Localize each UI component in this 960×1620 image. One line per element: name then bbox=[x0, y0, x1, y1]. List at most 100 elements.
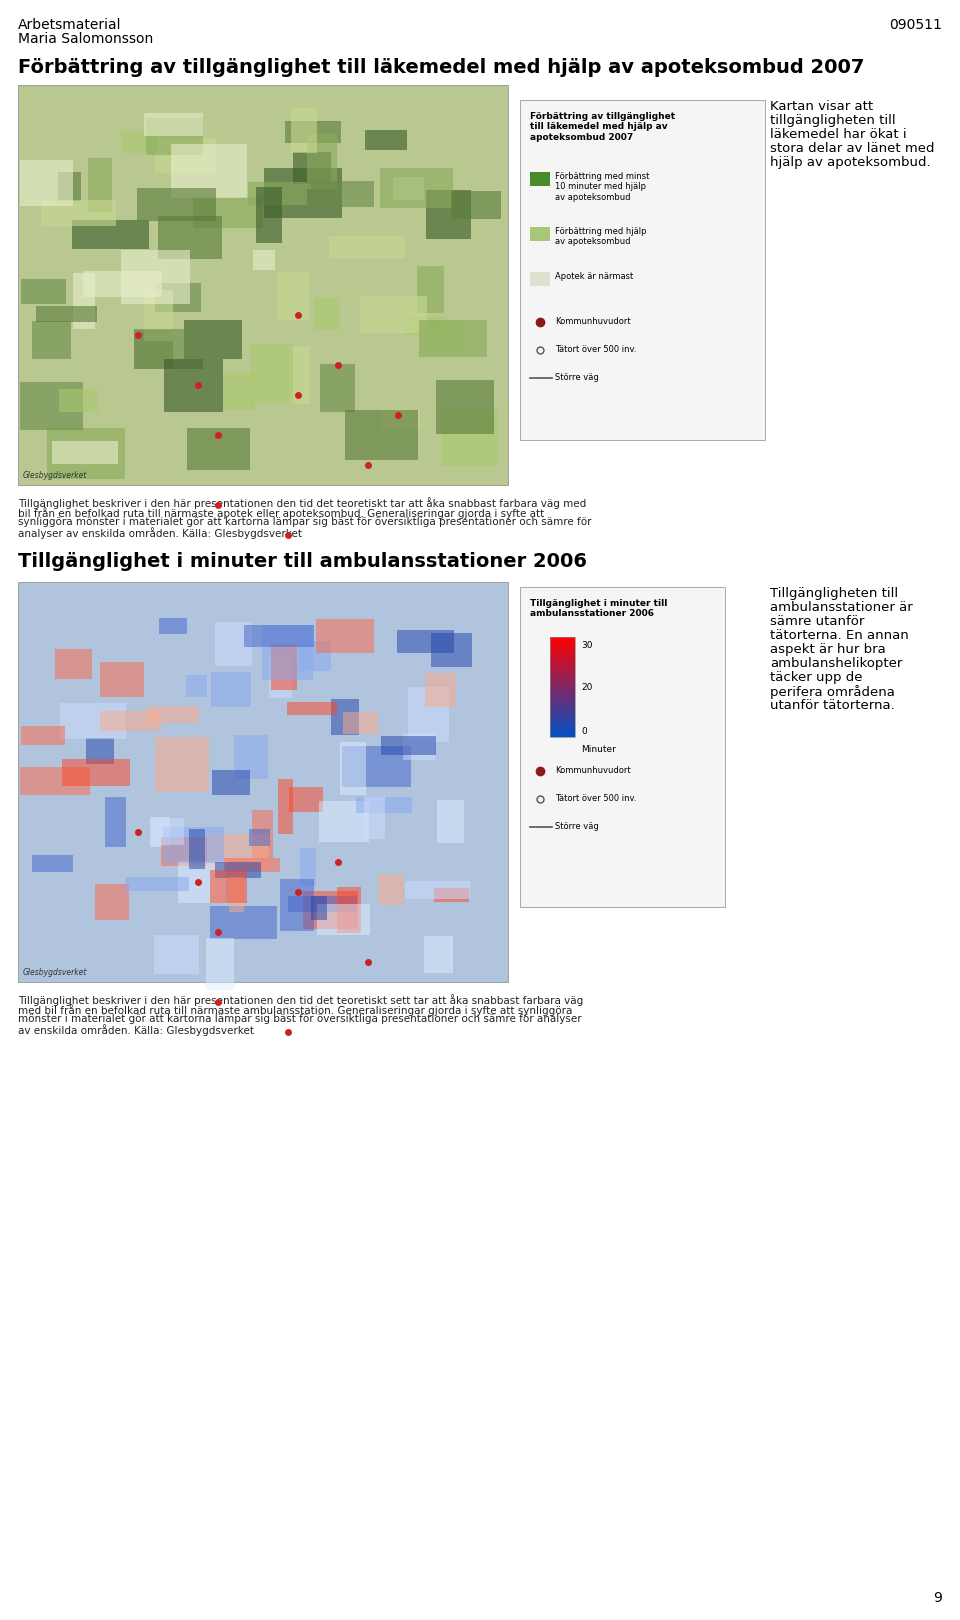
Bar bbox=[249, 181, 307, 204]
Text: ambulanshelikopter: ambulanshelikopter bbox=[770, 658, 902, 671]
Text: stora delar av länet med: stora delar av länet med bbox=[770, 143, 934, 156]
Bar bbox=[420, 319, 487, 356]
Bar bbox=[425, 672, 457, 706]
Bar bbox=[530, 272, 550, 287]
Text: bil från en befolkad ruta till närmaste apotek eller apoteksombud. Generaliserin: bil från en befolkad ruta till närmaste … bbox=[18, 507, 544, 518]
Bar bbox=[33, 855, 74, 873]
Text: med bil från en befolkad ruta till närmaste ambulansstation. Generaliseringar gj: med bil från en befolkad ruta till närma… bbox=[18, 1004, 572, 1016]
Bar bbox=[18, 84, 508, 484]
Text: 9: 9 bbox=[933, 1591, 942, 1605]
Text: Större väg: Större väg bbox=[555, 821, 599, 831]
Text: 0: 0 bbox=[581, 727, 587, 737]
Bar bbox=[52, 441, 118, 465]
Bar bbox=[329, 237, 405, 258]
Bar bbox=[154, 818, 183, 846]
Text: Större väg: Större väg bbox=[555, 373, 599, 382]
Bar bbox=[381, 410, 420, 429]
Text: mönster i materialet gör att kartorna lämpar sig bäst för översiktliga presentat: mönster i materialet gör att kartorna lä… bbox=[18, 1014, 582, 1024]
Bar bbox=[405, 881, 469, 899]
Bar bbox=[342, 745, 411, 787]
Bar bbox=[215, 862, 261, 878]
Bar bbox=[134, 329, 204, 369]
Bar bbox=[262, 625, 313, 679]
Bar bbox=[252, 343, 293, 403]
Text: Apotek är närmast: Apotek är närmast bbox=[555, 272, 634, 280]
Bar bbox=[224, 859, 279, 872]
Text: Tillgänglighet i minuter till
ambulansstationer 2006: Tillgänglighet i minuter till ambulansst… bbox=[530, 599, 667, 619]
Bar bbox=[20, 160, 73, 206]
Bar bbox=[434, 888, 469, 902]
Bar bbox=[224, 373, 255, 410]
Bar bbox=[393, 177, 423, 201]
Bar bbox=[402, 732, 435, 760]
Bar bbox=[249, 829, 270, 846]
Bar bbox=[288, 896, 357, 912]
Bar bbox=[150, 816, 170, 847]
Bar bbox=[172, 144, 247, 198]
Bar bbox=[408, 687, 449, 742]
Text: hjälp av apoteksombud.: hjälp av apoteksombud. bbox=[770, 156, 930, 168]
Text: Tillgänglighet beskriver i den här presentationen den tid det teoretiskt sett ta: Tillgänglighet beskriver i den här prese… bbox=[18, 995, 584, 1006]
Text: utanför tätorterna.: utanför tätorterna. bbox=[770, 698, 895, 713]
Bar bbox=[186, 676, 207, 697]
Bar bbox=[20, 382, 83, 429]
Bar bbox=[303, 891, 358, 930]
Bar bbox=[228, 876, 244, 912]
Bar bbox=[426, 190, 471, 238]
Bar bbox=[144, 113, 204, 136]
Bar bbox=[18, 582, 508, 982]
Text: läkemedel har ökat i: läkemedel har ökat i bbox=[770, 128, 906, 141]
Bar bbox=[215, 622, 252, 666]
Bar bbox=[121, 249, 190, 305]
Bar bbox=[269, 656, 292, 698]
Bar bbox=[331, 700, 359, 735]
Bar bbox=[271, 643, 297, 690]
Bar bbox=[314, 298, 340, 330]
Bar bbox=[451, 191, 501, 219]
Text: aspekt är hur bra: aspekt är hur bra bbox=[770, 643, 886, 656]
Bar bbox=[343, 711, 378, 734]
Text: Maria Salomonsson: Maria Salomonsson bbox=[18, 32, 154, 45]
Bar bbox=[252, 810, 274, 859]
Text: Förbättring med minst
10 minuter med hjälp
av apoteksombud: Förbättring med minst 10 minuter med hjä… bbox=[555, 172, 649, 202]
Bar bbox=[125, 876, 189, 891]
Bar bbox=[144, 290, 173, 340]
Bar bbox=[299, 642, 331, 671]
Text: täcker upp de: täcker upp de bbox=[770, 671, 862, 684]
Bar bbox=[278, 779, 294, 834]
Bar bbox=[337, 888, 361, 933]
Bar bbox=[311, 181, 374, 207]
Bar bbox=[530, 227, 550, 241]
Bar bbox=[134, 330, 173, 369]
Bar bbox=[156, 138, 216, 173]
Bar bbox=[154, 935, 199, 974]
Bar bbox=[397, 630, 454, 653]
Bar bbox=[418, 266, 444, 313]
Bar bbox=[72, 220, 149, 249]
Bar bbox=[321, 364, 354, 411]
Bar bbox=[317, 904, 371, 935]
Bar bbox=[21, 726, 65, 745]
Text: Kartan visar att: Kartan visar att bbox=[770, 100, 874, 113]
Text: Förbättring av tillgänglighet
till läkemedel med hjälp av
apoteksombud 2007: Förbättring av tillgänglighet till läkem… bbox=[530, 112, 675, 143]
Bar bbox=[244, 625, 314, 646]
Bar bbox=[550, 637, 575, 737]
Bar bbox=[530, 172, 550, 186]
Bar bbox=[253, 251, 275, 271]
Bar bbox=[256, 188, 282, 243]
Text: Minuter: Minuter bbox=[581, 745, 616, 753]
Bar bbox=[294, 152, 331, 185]
Bar bbox=[441, 410, 496, 465]
Bar bbox=[289, 345, 310, 405]
Bar bbox=[356, 797, 412, 813]
Text: Kommunhuvudort: Kommunhuvudort bbox=[555, 766, 631, 774]
Text: av enskilda områden. Källa: Glesbygdsverket: av enskilda områden. Källa: Glesbygdsver… bbox=[18, 1024, 254, 1035]
Bar bbox=[86, 737, 114, 765]
Text: Tillgänglighet i minuter till ambulansstationer 2006: Tillgänglighet i minuter till ambulansst… bbox=[18, 552, 587, 570]
Text: Arbetsmaterial: Arbetsmaterial bbox=[18, 18, 122, 32]
Bar bbox=[284, 122, 341, 144]
Bar bbox=[100, 661, 144, 697]
Bar bbox=[186, 428, 251, 470]
Bar bbox=[55, 650, 92, 679]
Bar bbox=[179, 862, 226, 902]
